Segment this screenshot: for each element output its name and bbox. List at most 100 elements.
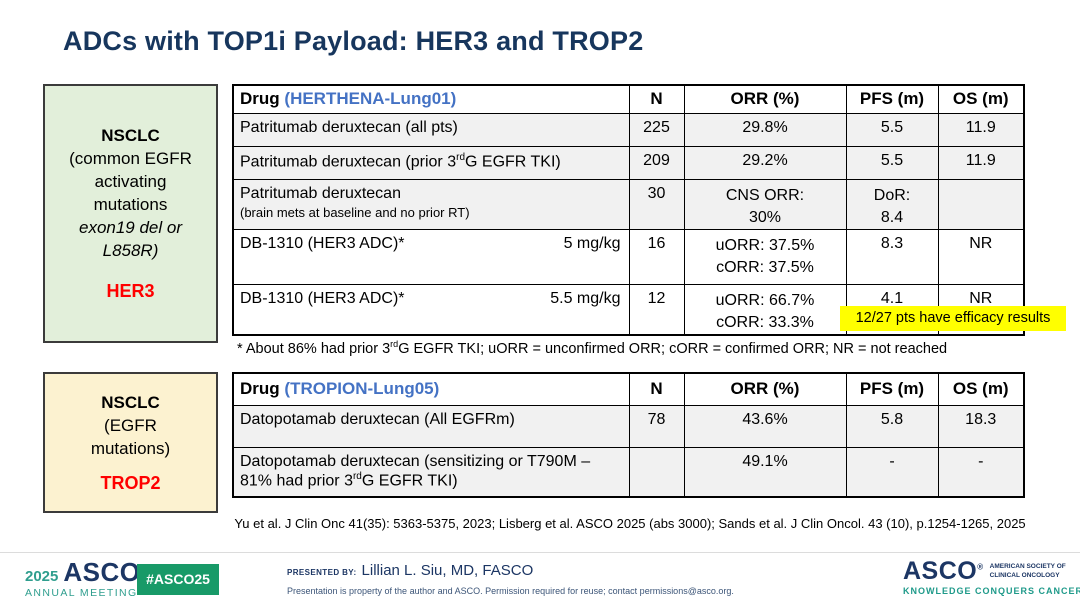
cell-orr: uORR: 66.7% cORR: 33.3% — [683, 283, 847, 335]
drug-text: Patritumab deruxtecan — [240, 184, 401, 202]
table-header-row: Drug (TROPION-Lung05) N ORR (%) PFS (m) … — [232, 372, 1025, 406]
footnote-text: G EGFR TKI; uORR = unconfirmed ORR; cORR… — [398, 340, 948, 357]
table-footnote: * About 86% had prior 3rdG EGFR TKI; uOR… — [237, 339, 947, 357]
presented-by-block: PRESENTED BY: Lillian L. Siu, MD, FASCO … — [287, 562, 734, 596]
header-orr: ORR (%) — [683, 372, 847, 406]
drug-text: Patritumab deruxtecan (prior 3 — [240, 152, 457, 170]
header-drug-label: Drug — [240, 379, 280, 399]
box-line: mutations — [93, 195, 168, 214]
table-row: Patritumab deruxtecan (all pts) 225 29.8… — [232, 112, 1025, 147]
cell-drug: Patritumab deruxtecan (prior 3rdG EGFR T… — [232, 145, 630, 180]
header-pfs: PFS (m) — [845, 372, 939, 406]
cell-drug: DB-1310 (HER3 ADC)* 5 mg/kg — [232, 228, 630, 285]
cell-pfs: 5.8 — [845, 404, 939, 448]
hashtag-badge: #ASCO25 — [137, 564, 219, 595]
disclaimer-text: Presentation is property of the author a… — [287, 586, 734, 596]
cell-n: 12 — [628, 283, 685, 335]
cell-orr: 29.2% — [683, 145, 847, 180]
cell-orr: 49.1% — [683, 446, 847, 498]
cell-orr: 43.6% — [683, 404, 847, 448]
cell-pfs: DoR: 8.4 — [845, 178, 939, 230]
cell-drug: Datopotamab deruxtecan (sensitizing or T… — [232, 446, 630, 498]
cell-os — [937, 178, 1025, 230]
presented-by-label: PRESENTED BY: — [287, 568, 357, 577]
header-os: OS (m) — [937, 84, 1025, 114]
cell-n: 209 — [628, 145, 685, 180]
superscript: rd — [352, 470, 362, 482]
cell-n: 30 — [628, 178, 685, 230]
asco-tagline: KNOWLEDGE CONQUERS CANCER — [903, 585, 1080, 596]
her3-callout-box: NSCLC (common EGFR activating mutations … — [43, 84, 218, 343]
header-drug: Drug (TROPION-Lung05) — [232, 372, 630, 406]
asco-org-logo: ASCO® AMERICAN SOCIETY OF CLINICAL ONCOL… — [903, 557, 1080, 596]
cell-pfs: 5.5 — [845, 145, 939, 180]
cell-os: 11.9 — [937, 112, 1025, 147]
cell-pfs: 5.5 — [845, 112, 939, 147]
box-line: activating — [94, 172, 167, 191]
asco-org-wordmark-text: ASCO — [903, 557, 978, 585]
box-line: NSCLC — [101, 126, 160, 145]
slide-title: ADCs with TOP1i Payload: HER3 and TROP2 — [63, 26, 644, 56]
orr-line: cORR: 33.3% — [716, 313, 814, 331]
header-os: OS (m) — [937, 372, 1025, 406]
trial-name: (TROPION-Lung05) — [284, 379, 440, 399]
table-row: DB-1310 (HER3 ADC)* 5 mg/kg 16 uORR: 37.5… — [232, 228, 1025, 285]
registered-mark: ® — [977, 562, 984, 572]
tropion-table: Drug (TROPION-Lung05) N ORR (%) PFS (m) … — [232, 372, 1025, 498]
cell-n: 225 — [628, 112, 685, 147]
herthena-table: Drug (HERTHENA-Lung01) N ORR (%) PFS (m)… — [232, 84, 1025, 336]
drug-text: Datopotamab deruxtecan (sensitizing or T… — [240, 452, 591, 489]
cell-drug: DB-1310 (HER3 ADC)* 5.5 mg/kg — [232, 283, 630, 335]
drug-subtext: (brain mets at baseline and no prior RT) — [240, 204, 470, 220]
asco-org-name-line: AMERICAN SOCIETY OF — [989, 563, 1066, 570]
cell-n — [628, 446, 685, 498]
cell-orr: 29.8% — [683, 112, 847, 147]
cell-drug: Datopotamab deruxtecan (All EGFRm) — [232, 404, 630, 448]
drug-text: G EGFR TKI) — [361, 471, 458, 489]
pfs-line: DoR: — [873, 186, 911, 204]
footnote-text: * About 86% had prior 3 — [237, 340, 391, 357]
cell-orr: uORR: 37.5% cORR: 37.5% — [683, 228, 847, 285]
cell-n: 16 — [628, 228, 685, 285]
table-row: Datopotamab deruxtecan (sensitizing or T… — [232, 446, 1025, 498]
orr-line: cORR: 37.5% — [716, 258, 814, 276]
box-line: L858R) — [102, 241, 159, 260]
header-drug: Drug (HERTHENA-Lung01) — [232, 84, 630, 114]
orr-line: uORR: 37.5% — [715, 236, 815, 254]
cell-n: 78 — [628, 404, 685, 448]
orr-line: CNS ORR: — [725, 186, 805, 204]
drug-text: DB-1310 (HER3 ADC)* — [240, 234, 405, 252]
trial-name: (HERTHENA-Lung01) — [284, 89, 457, 109]
superscript: rd — [390, 339, 399, 349]
box-line: exon19 del or — [78, 218, 183, 237]
presenter-name: Lillian L. Siu, MD, FASCO — [361, 562, 534, 579]
cell-os: 11.9 — [937, 145, 1025, 180]
cell-pfs: 8.3 — [845, 228, 939, 285]
dose-label: 5 mg/kg — [563, 234, 621, 252]
drug-text: G EGFR TKI) — [465, 152, 561, 170]
table-header-row: Drug (HERTHENA-Lung01) N ORR (%) PFS (m)… — [232, 84, 1025, 114]
asco-org-name-line: CLINICAL ONCOLOGY — [989, 571, 1060, 579]
meeting-year: 2025 — [25, 568, 59, 585]
slide-footer: 2025 ASCO® ANNUAL MEETING #ASCO25 PRESEN… — [0, 552, 1080, 607]
box-line: (common EGFR — [69, 149, 192, 168]
dose-label: 5.5 mg/kg — [550, 289, 621, 307]
her3-target-label: HER3 — [106, 281, 155, 301]
annual-meeting-logo: 2025 ASCO® ANNUAL MEETING — [25, 559, 147, 599]
cell-drug: Patritumab deruxtecan (all pts) — [232, 112, 630, 147]
box-line: NSCLC — [101, 392, 160, 412]
asco-wordmark: ASCO® — [63, 559, 147, 585]
box-line: (EGFR — [104, 415, 157, 435]
drug-text: DB-1310 (HER3 ADC)* — [240, 289, 405, 307]
table-row: Patritumab deruxtecan (prior 3rdG EGFR T… — [232, 145, 1025, 180]
cell-orr: CNS ORR: 30% — [683, 178, 847, 230]
cell-pfs: - — [845, 446, 939, 498]
pfs-line: 8.4 — [880, 208, 904, 226]
header-orr: ORR (%) — [683, 84, 847, 114]
header-drug-label: Drug — [240, 89, 280, 109]
trop2-callout-box: NSCLC (EGFR mutations) TROP2 — [43, 372, 218, 513]
cell-os: - — [937, 446, 1025, 498]
header-n: N — [628, 84, 685, 114]
trop2-target-label: TROP2 — [100, 472, 161, 493]
citation-line: Yu et al. J Clin Onc 41(35): 5363-5375, … — [234, 516, 1026, 531]
